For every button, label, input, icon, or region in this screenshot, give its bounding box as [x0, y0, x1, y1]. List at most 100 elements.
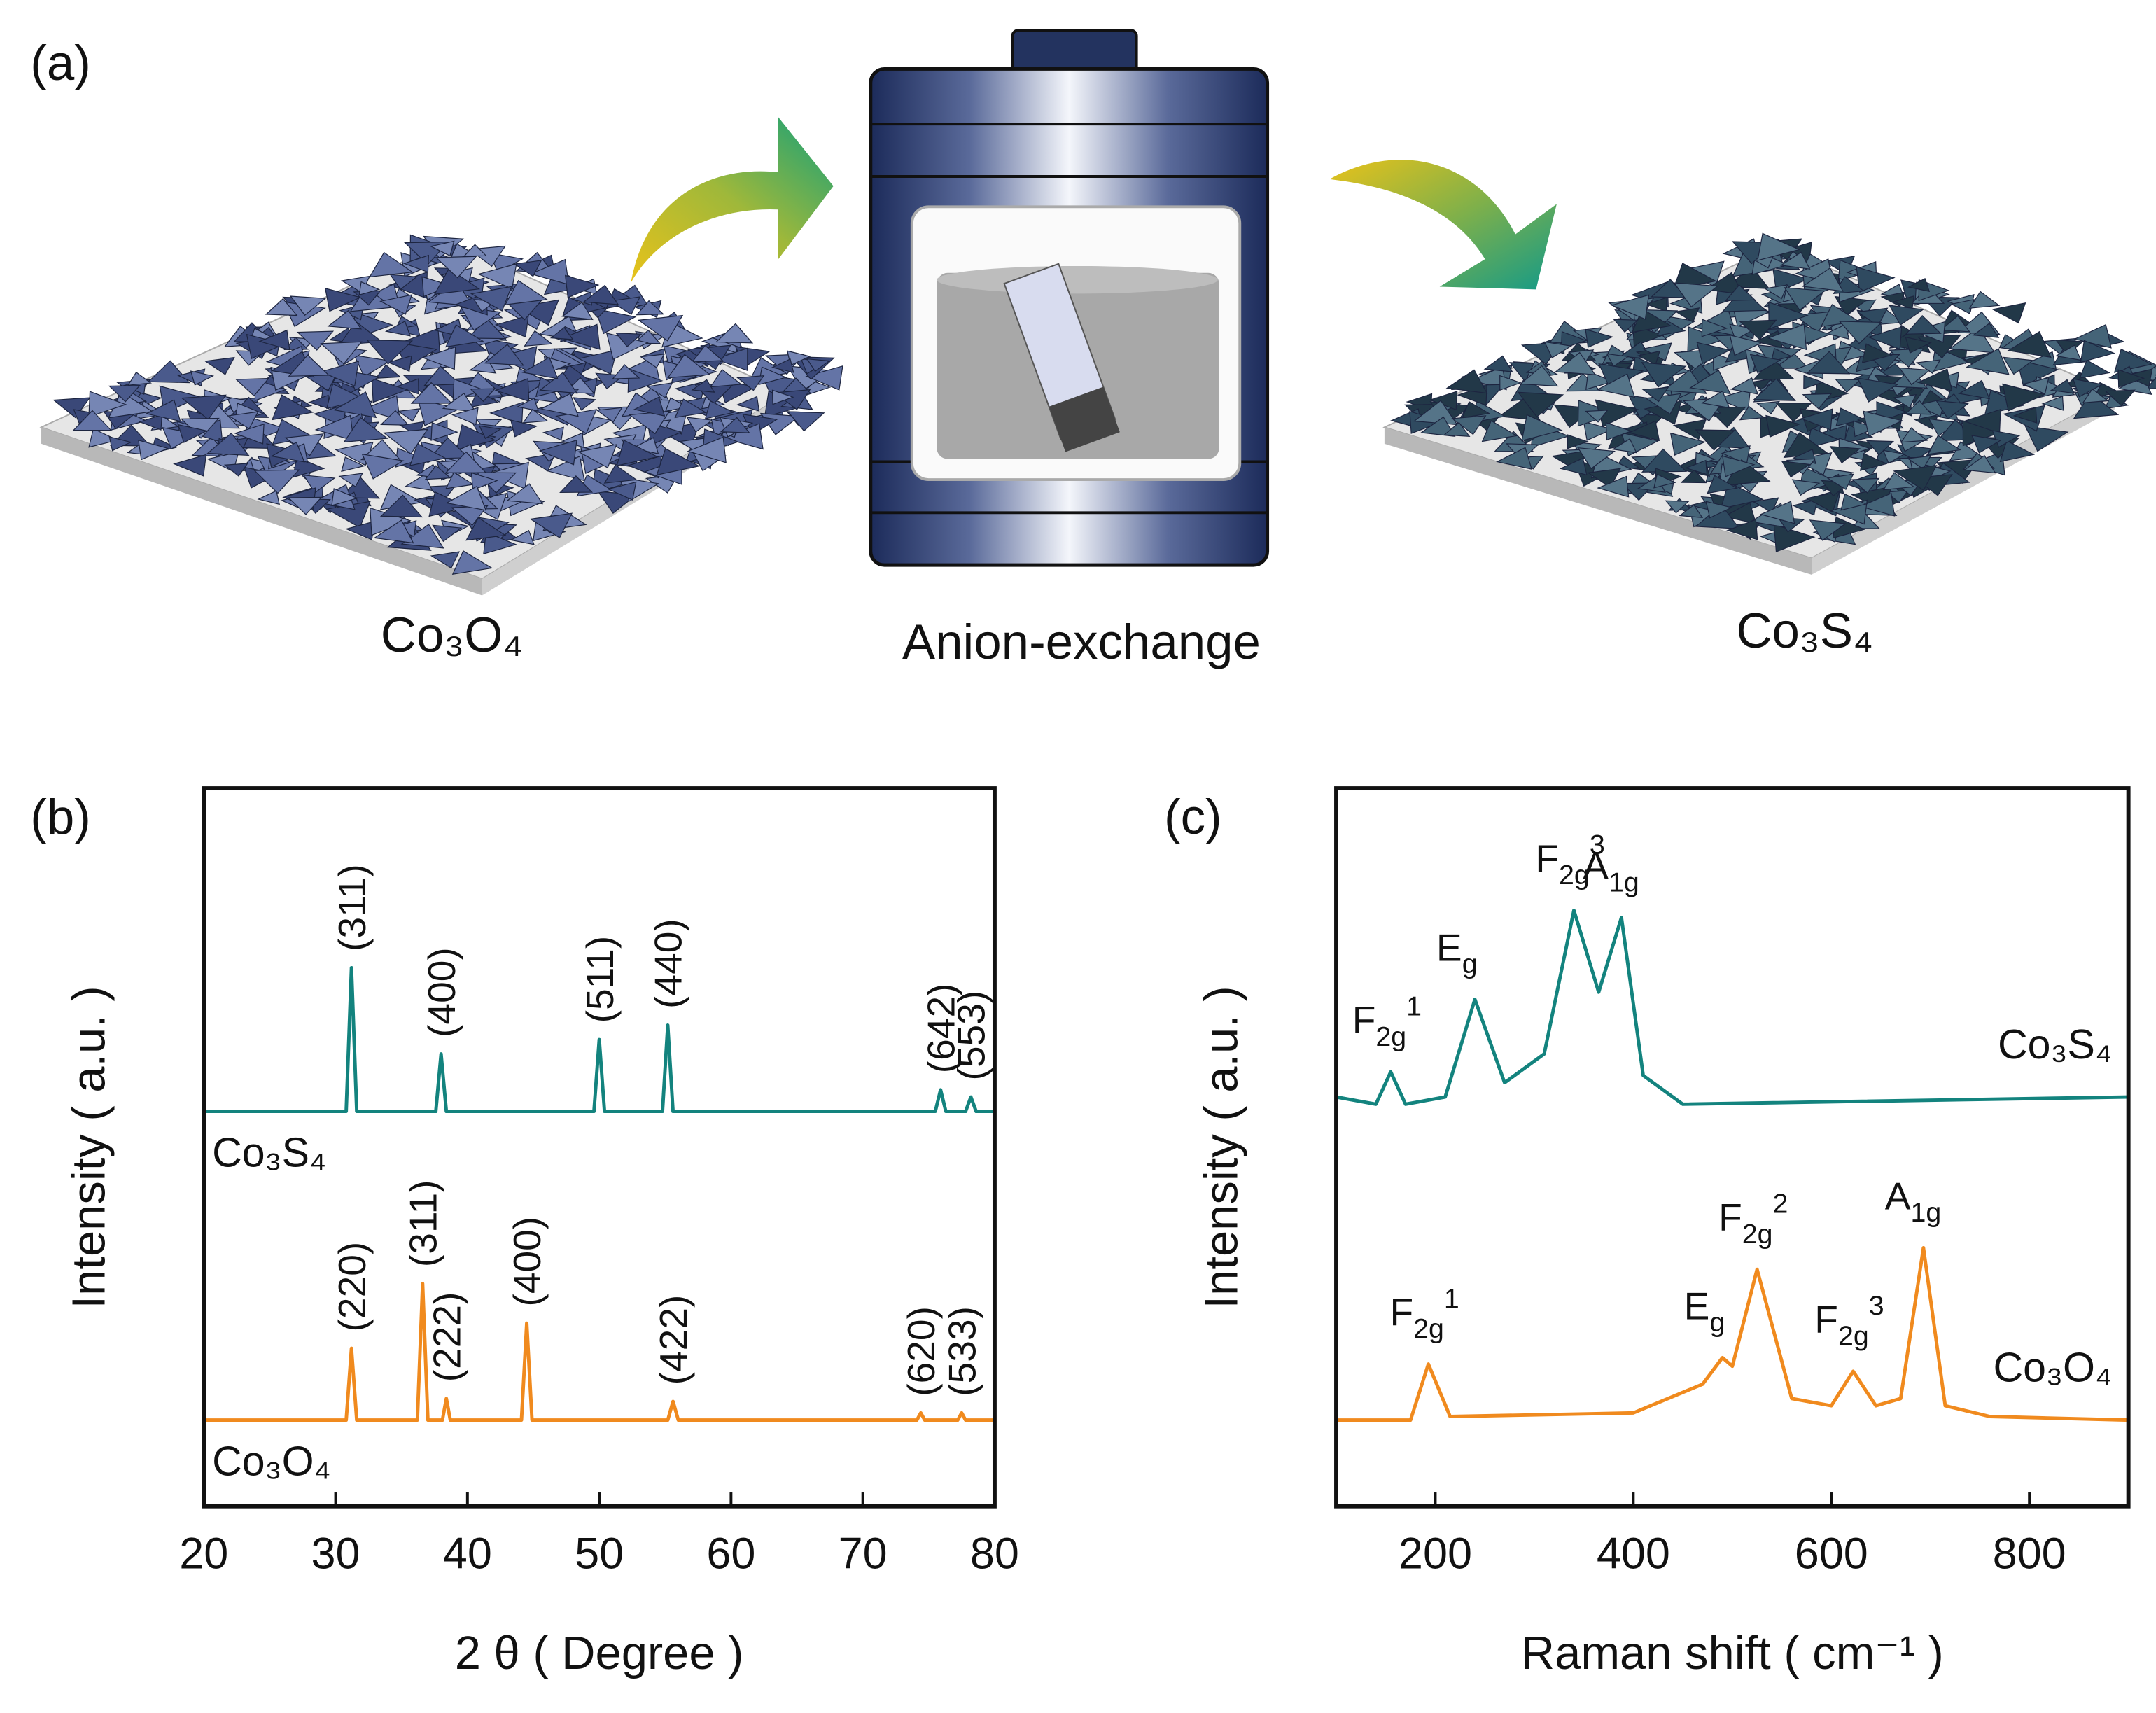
- crystal: [1770, 347, 1793, 362]
- crystal: [634, 329, 662, 344]
- crystal: [573, 397, 597, 411]
- crystal: [522, 356, 559, 379]
- crystal: [127, 371, 152, 386]
- crystal: [324, 288, 362, 312]
- crystal: [463, 244, 488, 257]
- crystal: [1949, 441, 1984, 461]
- crystal: [1882, 472, 1915, 491]
- crystal: [578, 349, 617, 375]
- peak-label-main: F: [1535, 837, 1559, 880]
- crystal: [1893, 465, 1938, 491]
- crystal: [1721, 445, 1751, 465]
- crystal: [2007, 330, 2052, 358]
- peak-label: (511): [578, 936, 622, 1023]
- crystal: [397, 408, 421, 422]
- crystal: [1892, 295, 1914, 310]
- crystal: [559, 475, 594, 494]
- scheme-label: Co₃O₄: [381, 608, 523, 663]
- crystal: [138, 439, 169, 461]
- crystal: [636, 300, 665, 316]
- crystal: [444, 451, 487, 473]
- crystal: [373, 519, 414, 544]
- crystal: [1888, 348, 1925, 368]
- reactor: [869, 29, 1270, 567]
- crystal: [88, 428, 119, 448]
- crystal: [371, 377, 409, 403]
- crystal: [1701, 319, 1728, 337]
- crystal: [1991, 302, 2026, 324]
- crystal: [674, 398, 707, 419]
- crystal: [1759, 501, 1795, 524]
- peak-label-main: F: [1390, 1290, 1413, 1334]
- crystal: [331, 488, 359, 506]
- crystal: [1722, 455, 1756, 477]
- crystal: [1856, 377, 1899, 403]
- crystal: [204, 356, 235, 375]
- crystal: [445, 324, 484, 348]
- crystal: [2024, 425, 2069, 452]
- peak-label-sup: 3: [1590, 830, 1605, 860]
- crystal: [787, 350, 811, 366]
- crystal: [465, 517, 507, 541]
- crystal: [616, 440, 659, 467]
- crystal: [2016, 358, 2059, 386]
- crystal: [637, 314, 684, 342]
- crystal: [771, 389, 794, 405]
- peak-label: (311): [401, 1180, 444, 1268]
- peak-label: A1g: [1583, 844, 1639, 898]
- y-axis-title: Intensity ( a.u. ): [1195, 986, 1247, 1308]
- x-tick-label: 200: [1399, 1529, 1472, 1578]
- crystal: [358, 281, 381, 296]
- crystal: [181, 394, 227, 421]
- crystal: [302, 475, 336, 494]
- crystal: [1826, 473, 1854, 491]
- crystal: [2002, 383, 2046, 412]
- crystal: [2079, 359, 2111, 379]
- crystal: [1596, 373, 1636, 398]
- series-label: Co₃O₄: [1993, 1344, 2112, 1390]
- crystal: [1991, 430, 2021, 448]
- crystal: [564, 274, 600, 298]
- crystal: [430, 240, 455, 257]
- crystal: [1765, 414, 1801, 438]
- panel-label: (a): [30, 36, 91, 91]
- crystal: [483, 531, 517, 555]
- crystal: [1670, 432, 1707, 456]
- x-tick-label: 50: [575, 1529, 624, 1578]
- crystal: [2118, 369, 2146, 389]
- crystal: [1792, 498, 1818, 516]
- crystal: [1917, 368, 1953, 392]
- crystal: [787, 411, 825, 432]
- crystal: [428, 437, 470, 459]
- x-tick-label: 80: [970, 1529, 1019, 1578]
- crystal: [354, 354, 392, 377]
- peak-label-main: A: [1885, 1174, 1911, 1217]
- crystal: [1586, 370, 1615, 391]
- plate-edge: [1384, 427, 1812, 575]
- crystal: [1521, 414, 1563, 442]
- crystal: [1665, 500, 1690, 514]
- crystal: [147, 360, 190, 384]
- x-tick-label: 600: [1795, 1529, 1868, 1578]
- peak-label: (400): [420, 947, 463, 1037]
- crystal: [1726, 519, 1758, 540]
- electrode-coated: [1049, 386, 1120, 452]
- crystal: [1696, 342, 1732, 365]
- crystal: [1685, 459, 1708, 475]
- crystal: [646, 382, 673, 398]
- crystal: [1802, 393, 1833, 410]
- crystal: [72, 410, 113, 431]
- crystal: [477, 263, 517, 290]
- series-label: Co₃S₄: [1998, 1021, 2112, 1068]
- crystal: [1900, 427, 1928, 443]
- crystal: [343, 417, 388, 442]
- crystal: [1481, 420, 1518, 442]
- crystal: [1560, 331, 1588, 349]
- crystal: [1805, 491, 1840, 513]
- crystal: [687, 436, 727, 463]
- crystal: [1905, 314, 1942, 335]
- peak-label-main: E: [1436, 925, 1462, 969]
- crystal: [327, 309, 363, 330]
- crystal: [1781, 460, 1811, 478]
- series-label: Co₃S₄: [212, 1129, 326, 1175]
